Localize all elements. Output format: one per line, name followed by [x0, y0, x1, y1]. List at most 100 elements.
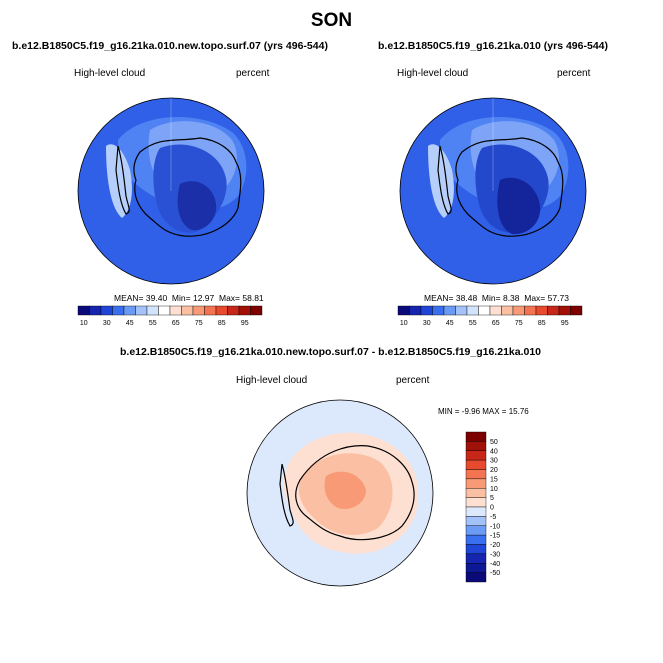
diff-colorbar-swatch	[465, 459, 487, 470]
panel2-colorbar-swatch	[478, 305, 491, 316]
panel2-map	[400, 98, 586, 284]
panel1-colorbar-tick-label: 30	[103, 320, 111, 327]
panel1-max-label: Max=	[218, 293, 241, 303]
diff-positive-max-field	[324, 471, 366, 510]
diff-colorbar-tick-label: -30	[490, 551, 500, 558]
panel2-max-label: Max=	[524, 293, 546, 303]
diff-colorbar-swatch	[465, 431, 487, 442]
panel2-min-value: 8.38	[502, 293, 520, 303]
diff-colorbar-swatch	[465, 478, 487, 489]
panel2-colorbar-tick-label: 30	[423, 320, 431, 327]
diff-panel-title: b.e12.B1850C5.f19_g16.21ka.010.new.topo.…	[120, 346, 542, 358]
diff-colorbar-tick-label: -10	[490, 523, 500, 530]
diff-colorbar-swatch	[465, 506, 487, 517]
diff-colorbar-tick-label: 30	[490, 458, 498, 465]
panel2-mean-label: MEAN=	[424, 293, 454, 303]
panel1-colorbar-tick-label: 65	[172, 320, 180, 327]
diff-variable-label: High-level cloud	[236, 375, 308, 386]
diff-colorbar-tick-label: 20	[490, 467, 498, 474]
panel1-colorbar-swatch	[135, 305, 148, 316]
diff-colorbar-tick-label: 50	[490, 439, 498, 446]
diff-colorbar-tick-label: -20	[490, 542, 500, 549]
panel1-coastline	[115, 137, 242, 237]
diff-colorbar-tick-label: 15	[490, 476, 498, 483]
panel2-colorbar-tick-label: 65	[492, 320, 500, 327]
panel1-variable-label: High-level cloud	[74, 68, 146, 79]
diff-colorbar-tick-label: 40	[490, 448, 498, 455]
panel2-mean-value: 38.48	[455, 293, 478, 303]
diff-colorbar-tick-label: -40	[490, 561, 500, 568]
panel1-min-label: Min=	[171, 293, 191, 303]
panel1-colorbar-swatch	[250, 305, 263, 316]
panel1-colorbar-swatch	[100, 305, 113, 316]
diff-colorbar-swatch	[465, 450, 487, 461]
panel2-colorbar-tick-label: 45	[446, 320, 454, 327]
panel2-colorbar-tick-label: 10	[400, 320, 408, 327]
diff-colorbar-swatch	[465, 488, 487, 498]
diff-colorbar-swatch	[465, 469, 487, 480]
panel1-case-title: b.e12.B1850C5.f19_g16.21ka.010.new.topo.…	[12, 40, 328, 52]
diff-colorbar-swatch	[465, 534, 487, 545]
diff-colorbar-swatch	[465, 525, 487, 536]
panel1-colorbar-swatch	[238, 305, 251, 316]
panel1-colorbar-swatch	[89, 305, 102, 316]
panel1-max-value: 58.81	[242, 293, 264, 303]
panel2-colorbar-swatch	[455, 305, 468, 316]
panel1-map	[78, 98, 264, 284]
panel2-colorbar-swatch	[524, 305, 537, 316]
panel2-colorbar-swatch	[512, 305, 525, 316]
diff-colorbar-swatch	[465, 441, 487, 451]
panel1-colorbar-tick-label: 85	[218, 320, 226, 327]
diff-colorbar-tick-label: 0	[490, 505, 494, 512]
panel1-colorbar-swatch	[215, 305, 228, 316]
panel1-colorbar-swatch	[169, 305, 182, 316]
diff-colorbar-swatch	[465, 563, 487, 573]
panel1-peninsula-field	[106, 144, 132, 218]
panel1-mean-value: 39.40	[145, 293, 168, 303]
panel2-colorbar-tick-label: 95	[561, 320, 569, 327]
panel2-colorbar-tick-label: 55	[469, 320, 477, 327]
panel1-colorbar-swatch	[112, 305, 125, 316]
panel1-mean-label: MEAN=	[114, 293, 144, 303]
panel1-minimum-field	[177, 181, 217, 231]
panel1-colorbar-tick-label: 45	[126, 320, 134, 327]
panel2-map-border	[399, 97, 587, 285]
panel2-colorbar-swatch	[466, 305, 479, 316]
diff-colorbar-tick-label: -15	[490, 533, 500, 540]
panel1-colorbar-swatch	[192, 305, 205, 316]
panel2-colorbar-swatch	[420, 305, 433, 316]
panel2-colorbar-swatch	[397, 305, 410, 316]
diff-colorbar-swatch	[465, 497, 487, 508]
panel2-max-value: 57.73	[547, 293, 569, 303]
diff-colorbar-tick-label: -5	[490, 514, 496, 521]
panel2-stats: MEAN= 38.48 Min= 8.38 Max= 57.73	[424, 293, 569, 303]
panel1-colorbar-swatch	[204, 305, 217, 316]
panel2-colorbar-swatch	[443, 305, 456, 316]
diff-colorbar-tick-label: -50	[490, 570, 500, 577]
panel2-colorbar-tick-label: 85	[538, 320, 546, 327]
diff-colorbar-swatch	[465, 516, 487, 526]
panel1-colorbar-swatch	[227, 305, 240, 316]
panel1-colorbar-tick-label: 95	[241, 320, 249, 327]
panel2-colorbar-swatch	[547, 305, 560, 316]
panel1-map-border	[77, 97, 265, 285]
panel2-minimum-field	[497, 177, 541, 235]
panel1-min-value: 12.97	[192, 293, 215, 303]
panel2-colorbar-swatch	[432, 305, 445, 316]
diff-colorbar-swatch	[465, 553, 487, 564]
panel2-variable-label: High-level cloud	[397, 68, 469, 79]
panel1-units-label: percent	[236, 68, 270, 79]
panel2-coastline	[437, 137, 564, 237]
panel2-colorbar: 10 30 45 55 65 75 85 95	[397, 305, 583, 327]
panel1-stats: MEAN= 39.40 Min= 12.97 Max= 58.81	[114, 293, 264, 303]
figure-title: SON	[310, 10, 353, 31]
panel2-case-title: b.e12.B1850C5.f19_g16.21ka.010 (yrs 496-…	[378, 40, 608, 52]
panel1-colorbar-swatch	[158, 305, 171, 316]
panel2-min-label: Min=	[481, 293, 501, 303]
diff-units-label: percent	[396, 375, 430, 386]
panel2-colorbar-tick-label: 75	[515, 320, 523, 327]
panel2-colorbar-swatch	[409, 305, 422, 316]
panel1-colorbar-swatch	[77, 305, 90, 316]
